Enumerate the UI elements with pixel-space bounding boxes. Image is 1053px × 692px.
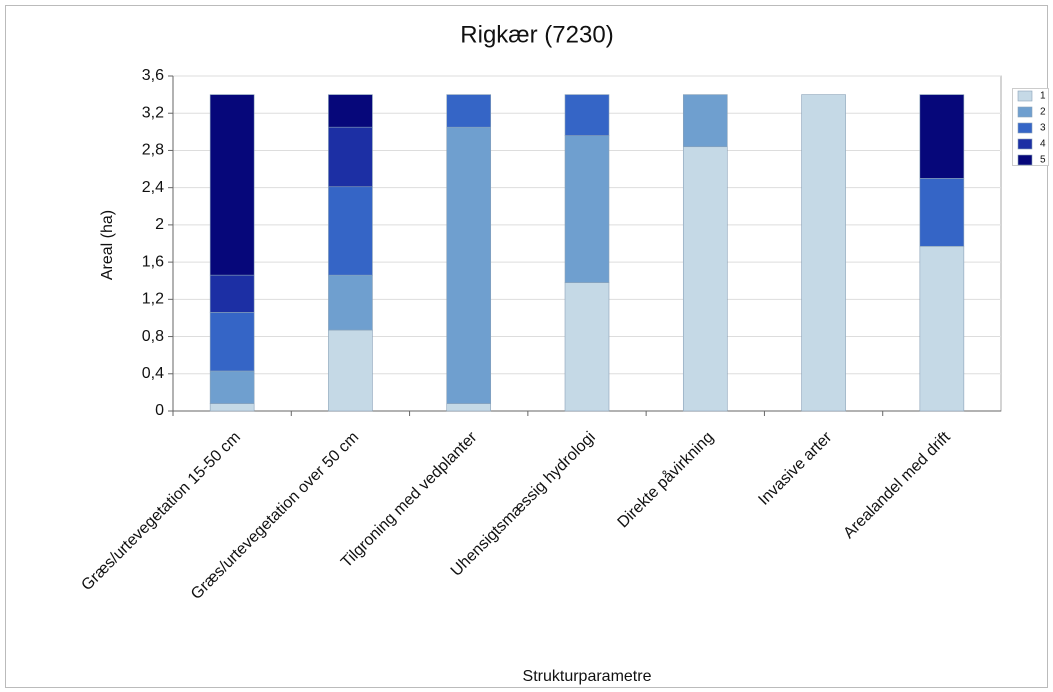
legend-swatch (1017, 106, 1033, 118)
bar-segment (328, 274, 373, 331)
legend-label: 4 (1040, 139, 1046, 150)
legend-label: 2 (1040, 107, 1046, 118)
bar-segment (919, 245, 965, 412)
bar-segment (919, 178, 965, 247)
y-axis-title: Areal (ha) (99, 210, 116, 280)
legend-label: 5 (1040, 155, 1046, 166)
legend-label: 1 (1040, 91, 1046, 102)
legend-swatch (1017, 90, 1033, 102)
legend-label: 3 (1040, 123, 1046, 134)
legend-swatch (1017, 122, 1033, 134)
x-axis-title: Strukturparametre (523, 668, 652, 685)
y-tick-label: 0 (155, 402, 164, 419)
y-tick-label: 0,8 (142, 328, 164, 345)
bar-segment (209, 403, 255, 412)
bar-segment (682, 94, 728, 148)
y-tick-label: 2,4 (142, 179, 164, 196)
bar-segment (564, 282, 610, 412)
bar-segment (682, 146, 728, 412)
bar-segment (564, 94, 610, 136)
bar-segment (446, 403, 492, 412)
chart-title: Rigkær (7230) (460, 21, 613, 48)
bar-segment (209, 274, 255, 313)
bar-segment (209, 312, 255, 372)
bar-segment (209, 94, 255, 276)
y-tick-label: 3,6 (142, 67, 164, 84)
bar-segment (209, 370, 255, 404)
y-tick-label: 1,2 (142, 291, 164, 308)
legend-swatch (1017, 154, 1033, 166)
y-tick-label: 3,2 (142, 104, 164, 121)
y-tick-label: 0,4 (142, 365, 164, 382)
bar-segment (328, 126, 373, 188)
legend-swatch (1017, 138, 1033, 150)
bar-segment (328, 186, 373, 276)
bar-segment (328, 94, 373, 128)
bar-segment (801, 94, 846, 412)
bar-segment (328, 329, 373, 412)
y-tick-label: 2,8 (142, 142, 164, 159)
bar-segment (446, 126, 492, 404)
bar-segment (564, 135, 610, 283)
y-tick-label: 2 (155, 216, 164, 233)
bar-segment (919, 94, 965, 179)
bar-segment (446, 94, 492, 128)
y-tick-label: 1,6 (142, 253, 164, 270)
